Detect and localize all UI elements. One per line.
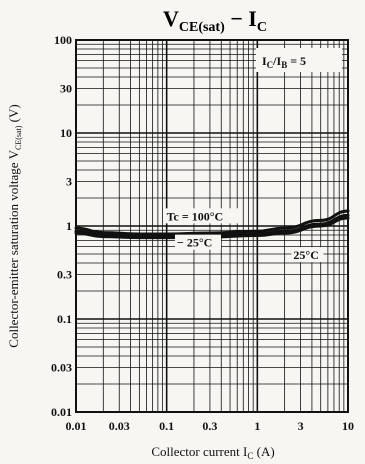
x-axis-label: Collector current IC (A) bbox=[151, 444, 274, 461]
condition-background bbox=[256, 48, 342, 72]
series-annotation: 25°C bbox=[293, 248, 318, 262]
x-tick-label: 1 bbox=[254, 419, 260, 433]
condition-i: I bbox=[262, 54, 267, 68]
x-tick-label: 0.3 bbox=[202, 419, 217, 433]
y-axis-label-unit: (V) bbox=[6, 104, 21, 125]
condition-sub-b: B bbox=[281, 60, 287, 70]
condition-mid: /I bbox=[272, 54, 281, 68]
y-tick-label: 10 bbox=[60, 126, 72, 140]
series-annotation: Tc = 100°C bbox=[167, 209, 224, 223]
series-annotation: − 25°C bbox=[177, 236, 212, 250]
chart-title-main: V bbox=[163, 6, 179, 31]
y-tick-label: 3 bbox=[66, 175, 72, 189]
x-tick-label: 10 bbox=[342, 419, 354, 433]
condition-sub-c: C bbox=[267, 60, 274, 70]
y-tick-label: 0.3 bbox=[57, 268, 72, 282]
chart-title-subscript: CE(sat) bbox=[179, 20, 225, 35]
y-axis-label: Collector-emitter saturation voltage VCE… bbox=[6, 104, 23, 347]
condition-box: IC/IB = 5 bbox=[256, 48, 342, 72]
y-tick-labels: 100 30 10 3 1 0.3 0.1 0.03 0.01 bbox=[51, 33, 72, 419]
plot-area bbox=[74, 39, 350, 413]
chart-title: VCE(sat) − IC bbox=[163, 6, 267, 35]
y-tick-label: 0.03 bbox=[51, 361, 72, 375]
x-tick-label: 3 bbox=[298, 419, 304, 433]
chart-title-subscript2: C bbox=[257, 20, 267, 35]
plot-frame bbox=[75, 39, 349, 413]
x-axis-label-main: Collector current I bbox=[151, 444, 247, 459]
condition-label: IC/IB = 5 bbox=[262, 54, 306, 70]
annotation-background bbox=[164, 208, 239, 224]
x-tick-labels: 0.01 0.03 0.1 0.3 1 3 10 bbox=[66, 419, 355, 433]
y-tick-label: 0.1 bbox=[57, 312, 72, 326]
annotation-background bbox=[291, 247, 324, 263]
x-tick-label: 0.1 bbox=[159, 419, 174, 433]
y-tick-label: 0.01 bbox=[51, 405, 72, 419]
x-tick-label: 0.01 bbox=[66, 419, 87, 433]
annotation-background bbox=[174, 234, 221, 250]
condition-tail: = 5 bbox=[287, 54, 306, 68]
y-tick-label: 1 bbox=[66, 219, 72, 233]
y-axis-label-sub: CE(sat) bbox=[14, 125, 23, 150]
y-tick-label: 30 bbox=[60, 82, 72, 96]
y-tick-label: 100 bbox=[54, 33, 72, 47]
series-line-1 bbox=[74, 209, 350, 236]
series-annotations: Tc = 100°C − 25°C 25°C bbox=[164, 208, 324, 263]
chart-title-dash: − I bbox=[225, 6, 257, 31]
x-axis-label-sub: C bbox=[247, 451, 253, 461]
y-axis-label-main: Collector-emitter saturation voltage V bbox=[6, 149, 21, 347]
x-tick-label: 0.03 bbox=[109, 419, 130, 433]
grid bbox=[75, 40, 348, 413]
x-axis-label-unit: (A) bbox=[253, 444, 274, 459]
